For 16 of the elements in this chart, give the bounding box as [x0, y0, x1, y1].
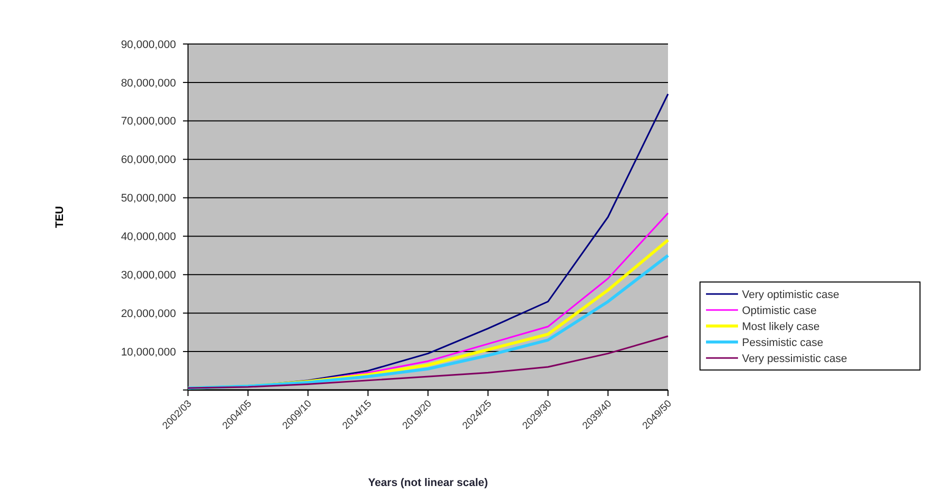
legend-label: Most likely case [742, 320, 820, 333]
y-tick-label: 40,000,000 [120, 231, 176, 244]
y-tick-label: 10,000,000 [120, 346, 176, 358]
y-axis-title: TEU [54, 206, 66, 228]
legend-label: Pessimistic case [742, 336, 824, 349]
legend-label: Very optimistic case [742, 288, 840, 301]
x-axis-title: Years (not linear scale) [368, 477, 488, 489]
y-tick-label: 70,000,000 [120, 116, 176, 128]
y-tick-label: 50,000,000 [120, 192, 176, 205]
y-tick-label: 80,000,000 [120, 77, 176, 90]
y-tick-label: 20,000,000 [120, 308, 176, 320]
y-tick-label: 30,000,000 [120, 270, 176, 282]
y-tick-label: 60,000,000 [120, 154, 176, 166]
legend-label: Optimistic case [742, 304, 817, 317]
legend-label: Very pessimistic case [742, 352, 848, 365]
y-tick-label: 90,000,000 [120, 38, 176, 51]
